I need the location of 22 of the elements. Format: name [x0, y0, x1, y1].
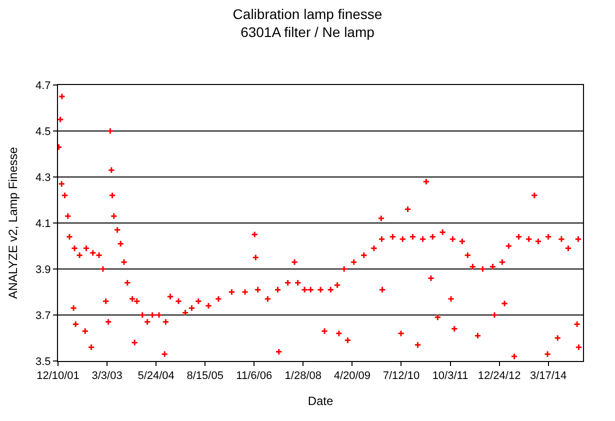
y-tick-label: 4.1 [36, 218, 51, 230]
x-tick-label: 4/20/09 [334, 370, 371, 382]
chart-title: Calibration lamp finesse [232, 6, 382, 22]
x-tick-label: 10/3/11 [432, 370, 468, 382]
x-tick-label: 3/3/03 [92, 370, 122, 382]
x-tick-label: 7/12/10 [382, 370, 420, 382]
chart-subtitle: 6301A filter / Ne lamp [240, 24, 375, 40]
x-tick-label: 1/28/08 [284, 370, 322, 382]
x-tick-label: 5/24/04 [138, 370, 174, 382]
y-tick-label: 4.7 [36, 80, 51, 92]
y-tick-label: 3.9 [36, 264, 51, 276]
x-tick-label: 8/15/05 [186, 370, 224, 382]
y-tick-label: 4.5 [36, 126, 51, 138]
y-tick-label: 3.7 [36, 310, 51, 322]
y-axis-title: ANALYZE v2, Lamp Finesse [6, 146, 20, 299]
y-tick-label: 3.5 [36, 356, 51, 368]
x-tick-label: 12/10/01 [36, 370, 80, 382]
x-axis-title: Date [308, 394, 334, 408]
x-tick-label: 12/24/12 [478, 370, 521, 382]
y-tick-label: 4.3 [36, 172, 51, 184]
x-tick-label: 3/17/14 [530, 370, 567, 382]
x-tick-label: 11/6/06 [236, 370, 272, 382]
